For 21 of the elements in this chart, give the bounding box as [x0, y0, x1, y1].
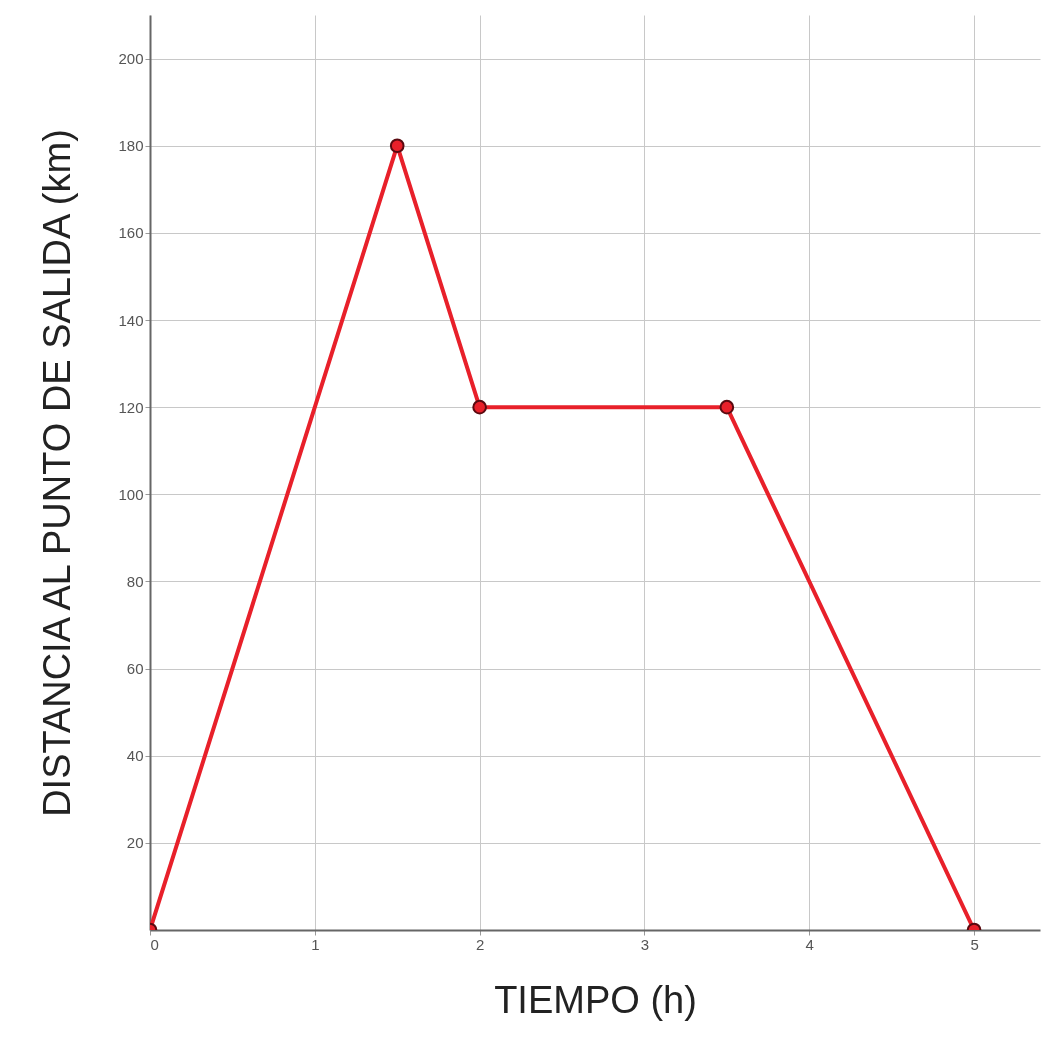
y-tick-label: 160 — [118, 224, 144, 242]
x-tick-label: 4 — [805, 935, 814, 953]
x-tick-label: 2 — [475, 935, 485, 953]
point — [389, 138, 405, 154]
y-axis-title: DISTANCIA AL PUNTO DE SALIDA (km) — [36, 129, 79, 817]
y-tick-label: 140 — [118, 311, 144, 329]
x-tick-label: 1 — [311, 935, 320, 953]
x-axis-title: TIEMPO (h) — [494, 978, 697, 1021]
point — [719, 399, 735, 415]
x-tick-label: 3 — [640, 935, 650, 953]
y-tick-label: 20 — [126, 834, 144, 852]
y-tick-label: 40 — [126, 747, 144, 765]
y-tick-label: 80 — [126, 572, 144, 590]
point — [472, 399, 487, 415]
y-tick-label: 180 — [118, 137, 144, 155]
y-tick-label: 60 — [126, 660, 144, 678]
y-tick-label: 120 — [118, 398, 144, 416]
y-tick-label: 200 — [118, 50, 144, 68]
x-tick-label: 0 — [150, 935, 159, 953]
x-tick-label: 5 — [970, 935, 979, 953]
y-tick-label: 100 — [118, 485, 144, 503]
